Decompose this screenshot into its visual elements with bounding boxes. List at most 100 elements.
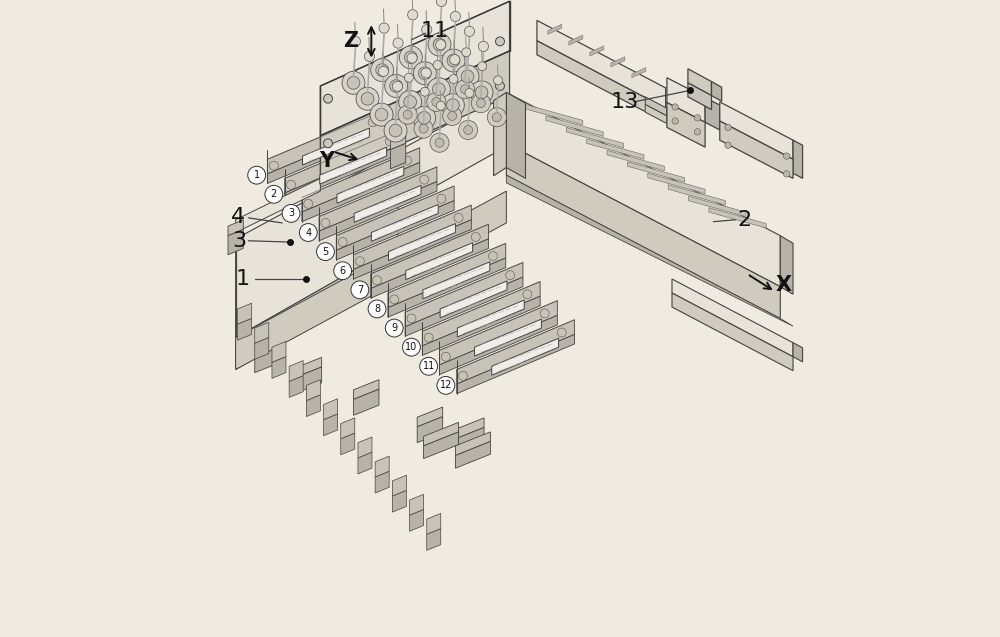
Text: 7: 7	[357, 285, 363, 295]
Polygon shape	[780, 236, 793, 294]
Circle shape	[448, 111, 457, 120]
Circle shape	[404, 51, 417, 64]
Polygon shape	[427, 513, 441, 534]
Polygon shape	[405, 262, 523, 327]
Polygon shape	[272, 341, 286, 362]
Circle shape	[321, 218, 330, 227]
Circle shape	[413, 62, 436, 85]
Polygon shape	[537, 20, 666, 108]
Polygon shape	[709, 208, 766, 228]
Polygon shape	[688, 83, 711, 110]
Polygon shape	[645, 97, 667, 116]
Circle shape	[379, 23, 389, 33]
Circle shape	[287, 180, 296, 189]
Polygon shape	[289, 376, 303, 397]
Text: 1: 1	[254, 170, 260, 180]
Circle shape	[455, 80, 475, 99]
Circle shape	[441, 352, 450, 361]
Circle shape	[385, 75, 408, 97]
Circle shape	[317, 243, 334, 261]
Circle shape	[443, 106, 462, 125]
Polygon shape	[525, 104, 583, 125]
Polygon shape	[672, 293, 793, 371]
Polygon shape	[353, 220, 471, 279]
Polygon shape	[296, 367, 322, 393]
Circle shape	[437, 194, 446, 203]
Polygon shape	[546, 116, 603, 136]
Polygon shape	[341, 418, 355, 439]
Polygon shape	[611, 57, 625, 67]
Polygon shape	[422, 282, 540, 346]
Circle shape	[248, 166, 266, 184]
Circle shape	[408, 10, 418, 20]
Circle shape	[420, 357, 438, 375]
Circle shape	[441, 94, 464, 117]
Polygon shape	[319, 182, 437, 241]
Circle shape	[364, 52, 375, 62]
Polygon shape	[375, 456, 389, 477]
Polygon shape	[390, 134, 406, 150]
Circle shape	[356, 87, 379, 110]
Circle shape	[462, 48, 471, 57]
Polygon shape	[607, 150, 664, 171]
Polygon shape	[457, 320, 575, 384]
Polygon shape	[353, 205, 471, 269]
Circle shape	[420, 175, 429, 184]
Circle shape	[403, 110, 412, 119]
Polygon shape	[439, 315, 557, 375]
Polygon shape	[320, 51, 510, 180]
Polygon shape	[667, 108, 677, 122]
Polygon shape	[285, 143, 403, 203]
Polygon shape	[569, 35, 583, 45]
Circle shape	[447, 54, 460, 67]
Text: 3: 3	[288, 208, 294, 218]
Polygon shape	[455, 432, 490, 455]
Polygon shape	[353, 389, 379, 415]
Polygon shape	[406, 243, 473, 280]
Polygon shape	[371, 224, 489, 289]
Polygon shape	[289, 361, 303, 382]
Polygon shape	[358, 452, 372, 474]
Circle shape	[459, 371, 468, 380]
Circle shape	[476, 99, 485, 108]
Circle shape	[389, 124, 402, 137]
Polygon shape	[390, 143, 406, 169]
Polygon shape	[302, 148, 420, 212]
Circle shape	[461, 85, 469, 94]
Circle shape	[338, 238, 347, 247]
Polygon shape	[439, 301, 557, 365]
Polygon shape	[410, 494, 424, 515]
Circle shape	[475, 86, 488, 99]
Circle shape	[471, 94, 490, 113]
Polygon shape	[320, 147, 387, 184]
Circle shape	[404, 73, 413, 82]
Circle shape	[446, 99, 459, 111]
Polygon shape	[255, 338, 269, 359]
Polygon shape	[459, 427, 484, 454]
Text: 3: 3	[232, 231, 246, 251]
Polygon shape	[672, 279, 793, 357]
Circle shape	[506, 271, 515, 280]
Circle shape	[392, 82, 403, 92]
Circle shape	[433, 61, 442, 69]
Circle shape	[436, 0, 446, 6]
Polygon shape	[306, 395, 320, 417]
Polygon shape	[548, 24, 562, 34]
Text: 11: 11	[423, 361, 435, 371]
Polygon shape	[457, 300, 524, 337]
Polygon shape	[255, 347, 280, 373]
Circle shape	[672, 118, 678, 124]
Circle shape	[393, 38, 403, 48]
Text: 5: 5	[322, 247, 329, 257]
Circle shape	[419, 124, 428, 133]
Circle shape	[442, 49, 465, 72]
Circle shape	[368, 300, 386, 318]
Circle shape	[399, 46, 422, 69]
Polygon shape	[590, 46, 604, 56]
Circle shape	[375, 108, 388, 121]
Circle shape	[361, 92, 374, 105]
Circle shape	[413, 106, 436, 129]
Circle shape	[421, 68, 431, 78]
Circle shape	[299, 224, 317, 241]
Polygon shape	[336, 201, 454, 260]
